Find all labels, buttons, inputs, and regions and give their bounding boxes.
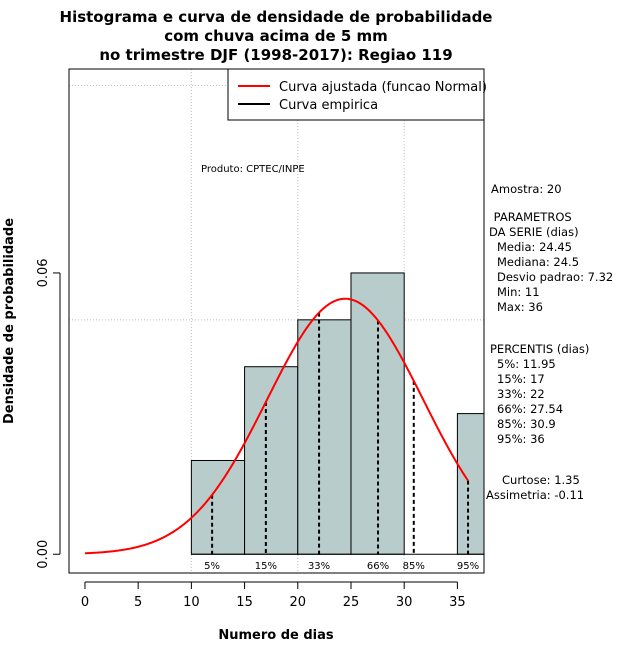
legend: Curva ajustada (funcao Normal) Curva emp… [227,68,487,121]
param-value: Desvio padrao: 7.32 [497,270,613,284]
param-value: Min: 11 [497,285,540,299]
percentile-label: 5% [204,561,220,572]
percentis-title: PERCENTIS (dias) [490,342,589,356]
params-title: DA SERIE (dias) [489,225,579,239]
percentile-lines [211,312,470,555]
percentile-label: 66% [367,561,389,572]
x-tick-label: 5 [134,595,142,610]
percentile-label: 85% [403,561,425,572]
legend-box [227,68,485,121]
chart-title-line: Histograma e curva de densidade de proba… [60,8,493,26]
chart-title-line: com chuva acima de 5 mm [164,27,388,45]
percentile-label: 33% [308,561,330,572]
param-value: Media: 24.45 [497,240,572,254]
legend-label-empirical: Curva empirica [279,98,378,113]
param-value: Max: 36 [497,300,543,314]
skewness-value: Assimetria: -0.11 [486,488,584,502]
chart-title-line: no trimestre DJF (1998-2017): Regiao 119 [99,46,452,64]
histogram-bar [297,319,352,555]
y-tick-label: 0.00 [36,540,51,569]
x-axis: 0 5 10 15 20 25 30 35 [81,581,466,610]
percentile-value: 95%: 36 [497,432,545,446]
percentile-label: 15% [255,561,277,572]
kurtosis-value: Curtose: 1.35 [502,473,580,487]
histogram-bar [456,413,485,555]
x-axis-label: Numero de dias [218,628,334,643]
x-tick-label: 25 [343,595,360,610]
x-tick-label: 35 [449,595,466,610]
percentile-label: 95% [457,561,479,572]
product-annotation: Produto: CPTEC/INPE [201,164,305,175]
x-tick-label: 0 [81,595,89,610]
percentile-value: 33%: 22 [497,387,545,401]
side-panel: Amostra: 20 PARAMETROS DA SERIE (dias) M… [486,182,613,502]
params-title: PARAMETROS [490,210,572,224]
legend-label-fitted: Curva ajustada (funcao Normal) [279,80,487,95]
percentile-value: 5%: 11.95 [497,357,556,371]
histogram-bar [244,366,299,555]
percentile-labels: 5% 15% 33% 66% 85% 95% [204,561,479,572]
x-tick-label: 20 [290,595,307,610]
sample-size: Amostra: 20 [491,182,562,196]
histogram-bar [190,459,246,555]
percentile-value: 15%: 17 [497,372,545,386]
y-axis-label: Densidade de probabilidade [2,218,17,424]
chart-title: Histograma e curva de densidade de proba… [60,8,493,64]
normal-curve [84,297,469,555]
y-axis: 0.00 0.06 [36,258,61,569]
y-tick-label: 0.06 [36,258,51,287]
x-tick-label: 10 [183,595,200,610]
x-tick-label: 30 [396,595,413,610]
param-value: Mediana: 24.5 [497,255,579,269]
normal-curve-group [84,297,469,555]
x-tick-label: 15 [236,595,253,610]
percentile-value: 66%: 27.54 [497,402,563,416]
percentile-value: 85%: 30.9 [497,417,556,431]
histogram-bars [190,272,485,555]
